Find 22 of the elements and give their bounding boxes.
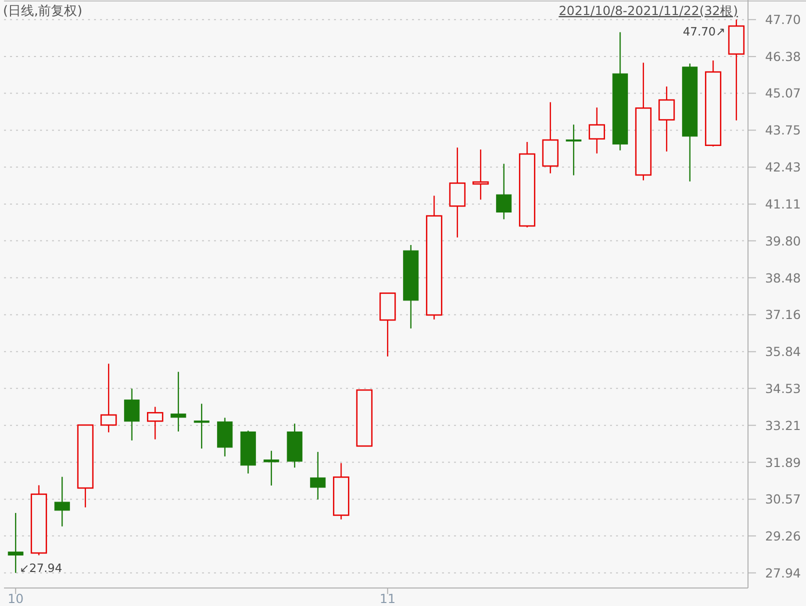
y-tick-label: 27.94 bbox=[765, 565, 801, 580]
y-tick-label: 39.80 bbox=[765, 233, 801, 248]
y-tick-label: 41.11 bbox=[765, 196, 801, 212]
y-tick-label: 37.16 bbox=[765, 307, 801, 322]
y-tick-label: 43.75 bbox=[765, 122, 801, 138]
y-tick-label: 35.84 bbox=[765, 344, 801, 360]
y-tick-label: 29.26 bbox=[765, 528, 801, 544]
annotation: 47.70↗ bbox=[682, 24, 726, 39]
y-tick-label: 47.70 bbox=[765, 12, 801, 28]
x-tick-label: 10 bbox=[8, 591, 24, 606]
y-tick-label: 46.38 bbox=[765, 49, 801, 64]
y-tick-label: 34.53 bbox=[765, 380, 801, 396]
x-tick-label: 11 bbox=[380, 591, 396, 606]
annotation: ↙27.94 bbox=[20, 560, 62, 575]
y-tick-label: 45.07 bbox=[765, 86, 801, 101]
chart-subtitle: 2021/10/8-2021/11/22(32根) bbox=[558, 3, 738, 18]
y-tick-label: 38.48 bbox=[765, 270, 801, 286]
y-tick-label: 30.57 bbox=[765, 492, 801, 507]
y-tick-label: 33.21 bbox=[765, 418, 801, 433]
chart-title: (日线,前复权) bbox=[3, 4, 82, 19]
y-tick-label: 31.89 bbox=[765, 454, 801, 470]
y-tick-label: 42.43 bbox=[765, 160, 801, 175]
